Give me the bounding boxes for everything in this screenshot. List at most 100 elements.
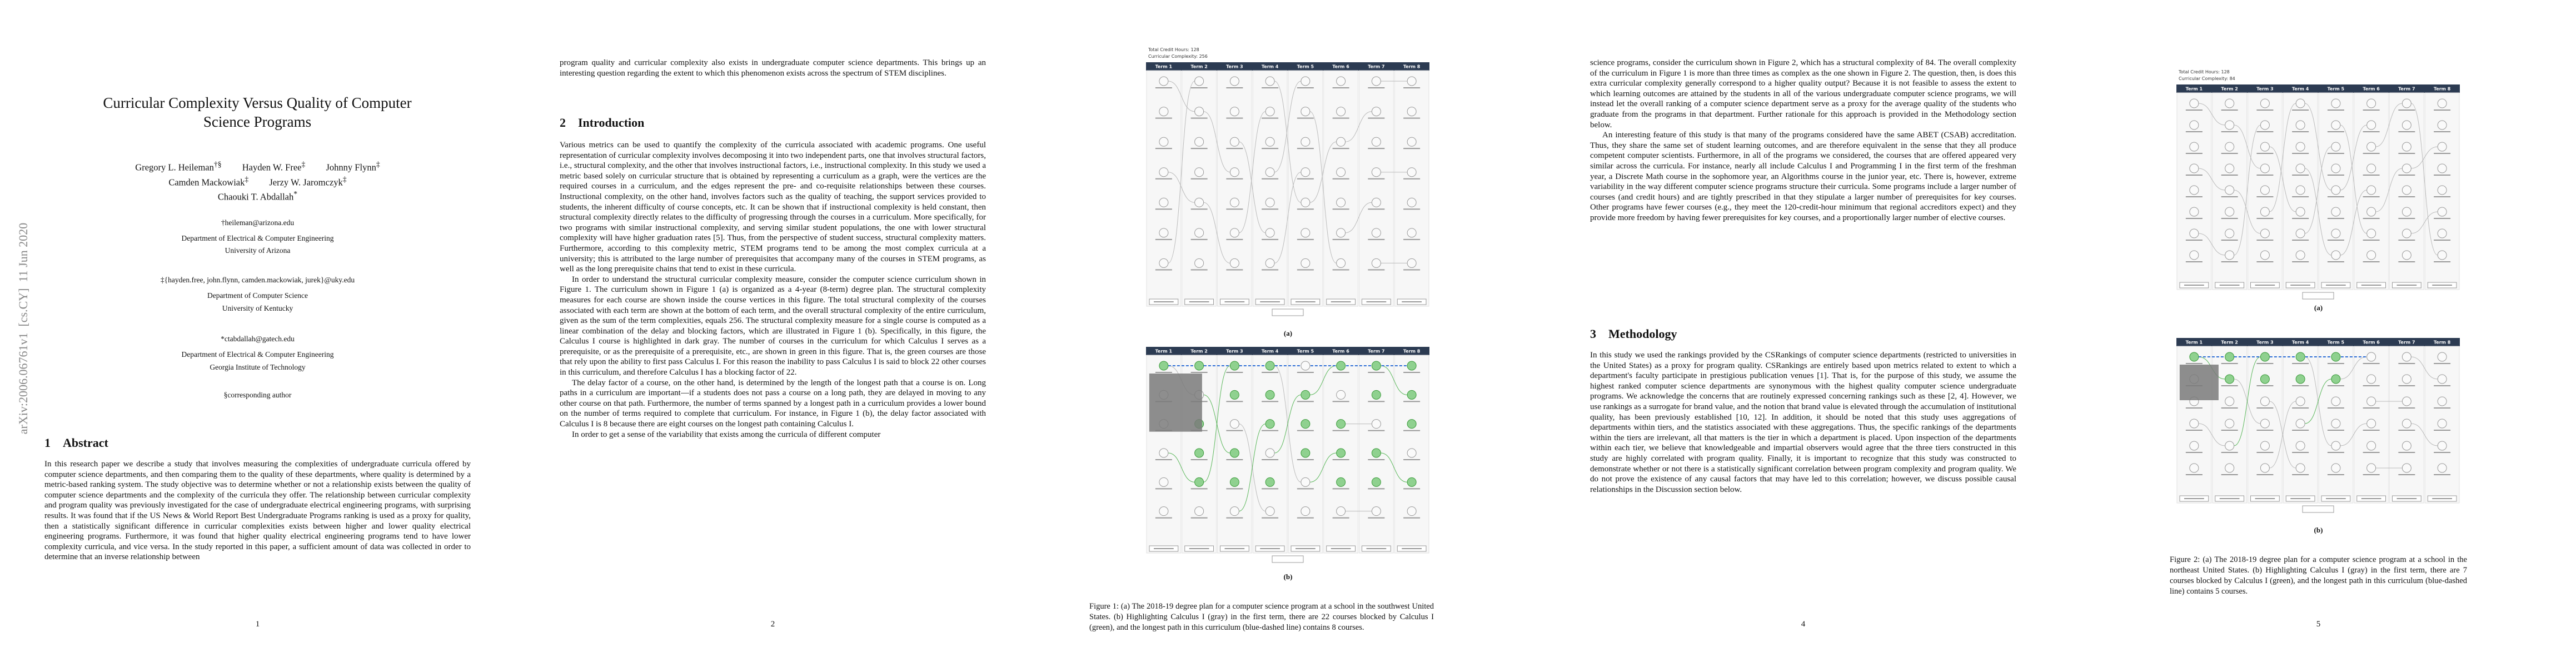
total-complexity-box xyxy=(1272,555,1304,563)
course-name xyxy=(2256,153,2274,154)
prerequisite-edge xyxy=(1309,141,1337,203)
section-title: Abstract xyxy=(63,436,108,450)
course-name xyxy=(1226,87,1243,88)
term-complexity-text xyxy=(2361,285,2381,286)
prerequisite-edge xyxy=(2305,379,2331,424)
course-node xyxy=(1371,506,1381,516)
course-name xyxy=(2363,407,2380,409)
course-node xyxy=(2189,228,2199,238)
course-name xyxy=(1297,372,1314,373)
course-name xyxy=(2434,430,2451,431)
course-name xyxy=(2256,131,2274,132)
course-name xyxy=(2256,430,2274,431)
course-name xyxy=(1332,117,1349,119)
course-node xyxy=(1229,419,1239,429)
total-complexity-box xyxy=(2302,292,2334,300)
course-node xyxy=(2366,374,2376,384)
course-name xyxy=(1155,488,1172,490)
course-node xyxy=(2366,207,2376,217)
course-node xyxy=(1194,361,1204,371)
course-name xyxy=(2327,474,2344,475)
term-label: Term 1 xyxy=(2186,87,2203,92)
course-name xyxy=(1403,517,1421,519)
course-name xyxy=(2292,452,2309,453)
prerequisite-edge xyxy=(2340,125,2367,234)
prerequisite-edge xyxy=(1381,365,1408,395)
course-node xyxy=(2331,352,2341,362)
course-node xyxy=(2331,396,2341,406)
course-node xyxy=(2437,228,2447,238)
course-name xyxy=(1297,517,1314,519)
course-node xyxy=(2260,441,2270,451)
course-name xyxy=(1297,401,1314,402)
course-name xyxy=(2256,452,2274,453)
curricular-complexity: Curricular Complexity: 84 xyxy=(2179,76,2235,81)
prerequisite-edge xyxy=(1168,172,1195,203)
course-name xyxy=(1190,208,1208,210)
term-label: Term 1 xyxy=(2186,340,2203,345)
prerequisite-edge xyxy=(1168,81,1195,112)
course-node xyxy=(2437,419,2447,429)
course-node xyxy=(1301,76,1311,86)
course-name xyxy=(2292,474,2309,475)
course-name xyxy=(2363,196,2380,197)
course-node xyxy=(1265,448,1275,458)
course-node xyxy=(1301,506,1311,516)
course-name xyxy=(2434,196,2451,197)
course-name xyxy=(1332,148,1349,150)
course-name xyxy=(2434,385,2451,386)
course-node xyxy=(2260,120,2270,130)
course-node xyxy=(1407,258,1417,268)
course-node xyxy=(1265,361,1275,371)
course-name xyxy=(1332,269,1349,271)
term-label: Term 6 xyxy=(1332,64,1349,69)
prerequisite-edge xyxy=(1203,365,1230,482)
term-complexity-text xyxy=(2290,285,2310,286)
course-name xyxy=(2398,385,2415,386)
course-name xyxy=(2185,131,2203,132)
course-node xyxy=(2295,396,2305,406)
course-name xyxy=(1155,208,1172,210)
course-name xyxy=(1403,269,1421,271)
prerequisite-edge xyxy=(2411,146,2438,169)
course-node xyxy=(1371,258,1381,268)
figure-2a: Total Credit Hours: 128 Curricular Comple… xyxy=(2176,69,2460,300)
course-name xyxy=(2398,196,2415,197)
course-node xyxy=(1265,228,1275,238)
term-label: Term 2 xyxy=(2221,340,2238,345)
course-node xyxy=(2225,163,2235,173)
prerequisite-edge xyxy=(1309,365,1337,395)
course-name xyxy=(2221,196,2238,197)
course-node xyxy=(1159,76,1169,86)
course-name xyxy=(2327,196,2344,197)
course-node xyxy=(1301,197,1311,207)
paragraph: Various metrics can be used to quantify … xyxy=(560,141,986,274)
course-node xyxy=(1229,506,1239,516)
section-number: 2 xyxy=(560,116,566,130)
course-name xyxy=(2221,407,2238,409)
course-name xyxy=(1155,238,1172,240)
prerequisite-edge xyxy=(2411,103,2438,256)
course-node xyxy=(2366,463,2376,473)
course-node xyxy=(1301,167,1311,177)
course-name xyxy=(2185,153,2203,154)
course-node xyxy=(1371,228,1381,238)
course-name xyxy=(1262,117,1279,119)
course-node xyxy=(2295,185,2305,195)
term-label: Term 3 xyxy=(2256,340,2273,345)
prerequisite-edge xyxy=(1203,202,1230,263)
course-name xyxy=(2434,109,2451,111)
course-node xyxy=(1336,197,1346,207)
course-node xyxy=(2260,374,2270,384)
term-complexity-text xyxy=(1189,548,1209,549)
section-body: In this study we used the rankings provi… xyxy=(1590,350,2016,495)
term-complexity-text xyxy=(1366,301,1387,302)
course-node xyxy=(1407,107,1417,117)
total-complexity-box xyxy=(1272,308,1304,316)
course-node xyxy=(1371,197,1381,207)
section-body: science programs, consider the curriculu… xyxy=(1590,58,2016,223)
term-bar xyxy=(1146,62,1429,71)
course-node xyxy=(2260,250,2270,260)
paper-title: Curricular Complexity Versus Quality of … xyxy=(103,94,412,130)
